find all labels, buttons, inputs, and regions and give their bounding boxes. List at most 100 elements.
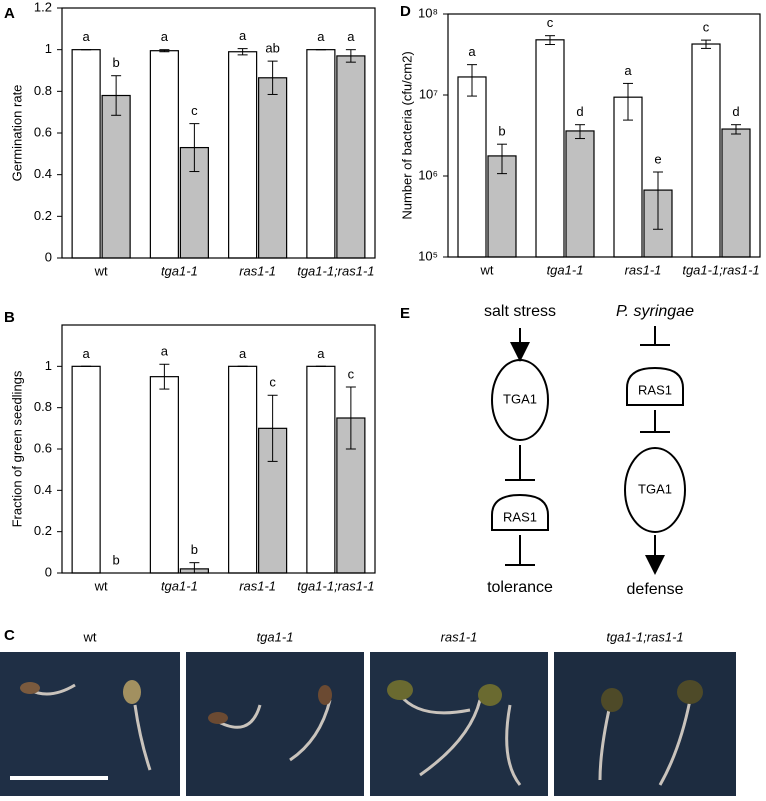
node — [624, 447, 686, 533]
error-bar — [111, 75, 122, 116]
error-bar — [267, 394, 278, 462]
y-tick-label: 1.2 — [34, 0, 52, 14]
error-bar — [545, 35, 555, 46]
panel-label: B — [4, 309, 15, 326]
y-tick-label: 0 — [45, 249, 52, 264]
bar — [336, 55, 366, 259]
bar — [149, 376, 179, 574]
significance-letter: d — [732, 104, 739, 119]
error-bar — [189, 123, 200, 173]
y-axis-label: Number of bacteria (cfu/cm2) — [399, 51, 414, 219]
input: salt stress — [484, 303, 556, 320]
significance-letter: a — [347, 29, 355, 44]
x-tick-label: wt — [94, 263, 108, 278]
plot-frame — [61, 324, 376, 574]
error-bar — [267, 60, 278, 95]
plot-frame — [61, 7, 376, 259]
photo — [0, 652, 180, 796]
y-tick-label: 0.8 — [34, 83, 52, 98]
x-tick-label: ras1-1 — [239, 578, 276, 593]
y-tick-label: 0.2 — [34, 208, 52, 223]
bar — [101, 94, 131, 259]
x-tick-label: tga1-1 — [161, 578, 198, 593]
y-tick-label: 10⁷ — [419, 86, 438, 101]
error-bar — [345, 49, 356, 63]
significance-letter: c — [269, 375, 276, 390]
error-bar — [345, 386, 356, 450]
y-axis-label: Fraction of green seedlings — [9, 370, 24, 527]
significance-letter: a — [317, 29, 325, 44]
input: P. syringae — [616, 303, 694, 320]
x-tick-label: tga1-1 — [547, 262, 584, 277]
bar — [149, 50, 179, 259]
bar — [306, 365, 336, 574]
significance-letter: c — [191, 103, 198, 118]
significance-letter: a — [239, 28, 247, 43]
photos: wt tga1-1 ras1-1 tga1-1;ras1-1 — [0, 629, 736, 796]
error-bar — [653, 171, 663, 230]
panel-label: E — [400, 305, 410, 322]
panel-label: D — [400, 3, 411, 20]
x-tick-label: ras1-1 — [239, 263, 276, 278]
x-tick-label: tga1-1 — [161, 263, 198, 278]
diagram-text: salt stress TGA1 RAS1 tolerance P. syrin… — [484, 303, 694, 598]
x-tick-label: wt — [480, 262, 494, 277]
y-tick-label: 1 — [45, 41, 52, 56]
bar — [457, 76, 487, 258]
bar — [535, 39, 565, 258]
error-bar — [467, 64, 477, 97]
significance-letter: a — [468, 44, 476, 59]
node — [491, 359, 549, 441]
y-tick-label: 0.8 — [34, 399, 52, 414]
error-bar — [237, 48, 248, 56]
node — [626, 366, 684, 406]
significance-letter: c — [703, 20, 710, 35]
panel-label: C — [4, 627, 15, 644]
bar — [71, 365, 101, 574]
x-tick-label: wt — [94, 578, 108, 593]
y-tick-label: 0 — [45, 564, 52, 579]
significance-letter: b — [113, 55, 120, 70]
output: defense — [627, 581, 684, 598]
x-tick-label: ras1-1 — [625, 262, 662, 277]
significance-letter: b — [498, 124, 505, 139]
seedlings — [29, 683, 692, 786]
significance-letter: c — [547, 15, 554, 30]
significance-letter: d — [576, 104, 583, 119]
plot-frame — [447, 13, 761, 258]
x-tick-label: tga1-1;ras1-1 — [297, 578, 374, 593]
bar — [71, 49, 101, 259]
y-tick-label: 0.4 — [34, 482, 52, 497]
bar — [306, 49, 336, 259]
error-bar — [159, 49, 170, 53]
significance-letter: c — [348, 366, 355, 381]
diagram: E — [400, 305, 686, 575]
error-bar — [623, 82, 633, 121]
bar — [613, 96, 643, 258]
y-tick-label: 1 — [45, 358, 52, 373]
error-bar — [731, 124, 741, 135]
bar — [721, 128, 751, 258]
error-bar — [575, 124, 585, 140]
error-bar — [701, 39, 711, 49]
bar — [228, 51, 258, 259]
significance-letter: a — [239, 346, 247, 361]
node-label: TGA1 — [638, 481, 672, 496]
panel-label: A — [4, 5, 15, 22]
y-tick-label: 10⁵ — [418, 248, 438, 263]
photo-label: wt — [83, 629, 97, 644]
significance-letter: a — [83, 29, 91, 44]
significance-letter: b — [113, 552, 120, 567]
photo — [554, 652, 736, 796]
y-tick-label: 0.2 — [34, 523, 52, 538]
significance-letter: b — [191, 542, 198, 557]
node-label: RAS1 — [503, 509, 537, 524]
error-bar — [497, 143, 507, 175]
x-tick-label: tga1-1;ras1-1 — [297, 263, 374, 278]
node — [491, 493, 549, 531]
significance-letter: a — [161, 344, 169, 359]
bar — [228, 365, 258, 574]
bar — [258, 77, 288, 259]
photo-label: tga1-1 — [257, 629, 294, 644]
